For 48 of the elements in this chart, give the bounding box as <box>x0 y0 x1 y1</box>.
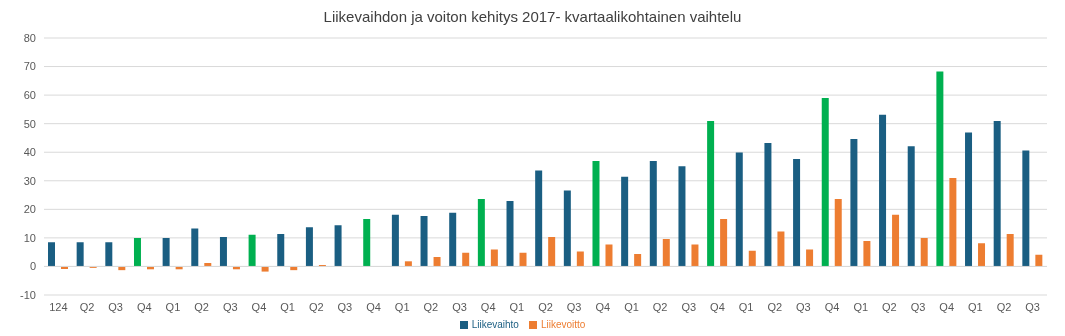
x-tick-label: Q4 <box>480 300 496 313</box>
x-tick-label: Q1 <box>165 300 181 313</box>
x-tick-label: Q3 <box>681 300 697 313</box>
y-tick-label: 30 <box>23 174 36 187</box>
y-tick-label: 50 <box>23 117 36 130</box>
x-tick-label: Q2 <box>996 300 1012 313</box>
legend-label: Liikevaihto <box>471 319 519 330</box>
x-tick-label: Q2 <box>308 300 324 313</box>
x-tick-label: Q4 <box>366 300 381 313</box>
x-tick-label: Q4 <box>939 300 955 313</box>
x-tick-label: Q3 <box>910 300 926 313</box>
y-tick-label: 70 <box>23 60 36 73</box>
x-tick-label: Q4 <box>710 300 725 313</box>
y-tick-label: 0 <box>29 260 36 273</box>
x-tick-label: Q1 <box>968 300 983 313</box>
y-tick-label: 20 <box>23 203 36 216</box>
x-tick-label: Q4 <box>136 300 152 313</box>
x-tick-label: Q1 <box>509 300 525 313</box>
x-tick-label: Q1 <box>853 300 869 313</box>
y-tick-label: 40 <box>23 146 36 159</box>
x-tick-label: Q3 <box>796 300 811 313</box>
x-tick-label: Q2 <box>79 300 95 313</box>
y-tick-label: 60 <box>23 89 36 102</box>
x-tick-label: Q3 <box>452 300 467 313</box>
chart-title: Liikevaihdon ja voiton kehitys 2017- kvartaalikohtainen vaihtelu <box>322 8 743 27</box>
x-tick-label: Q2 <box>538 300 553 313</box>
x-tick-label: Q4 <box>595 300 611 313</box>
x-tick-label: Q3 <box>337 300 353 313</box>
x-tick-label: Q1 <box>280 300 295 313</box>
x-tick-label: 124 <box>49 300 68 313</box>
x-tick-label: Q3 <box>566 300 582 313</box>
x-tick-label: Q2 <box>194 300 209 313</box>
y-tick-label: 10 <box>23 231 36 244</box>
x-tick-label: Q3 <box>222 300 238 313</box>
legend-label: Liikevoitto <box>540 319 586 330</box>
y-tick-label: 80 <box>23 31 36 44</box>
x-tick-label: Q2 <box>767 300 783 313</box>
x-tick-label: Q2 <box>882 300 897 313</box>
x-tick-label: Q1 <box>738 300 754 313</box>
x-tick-label: Q4 <box>251 300 267 313</box>
x-tick-label: Q1 <box>624 300 639 313</box>
x-tick-label: Q4 <box>824 300 840 313</box>
x-tick-label: Q3 <box>1025 300 1041 313</box>
x-tick-label: Q3 <box>108 300 123 313</box>
x-tick-label: Q1 <box>394 300 410 313</box>
y-tick-label: -10 <box>20 288 36 301</box>
x-tick-label: Q2 <box>652 300 668 313</box>
x-tick-label: Q2 <box>423 300 439 313</box>
